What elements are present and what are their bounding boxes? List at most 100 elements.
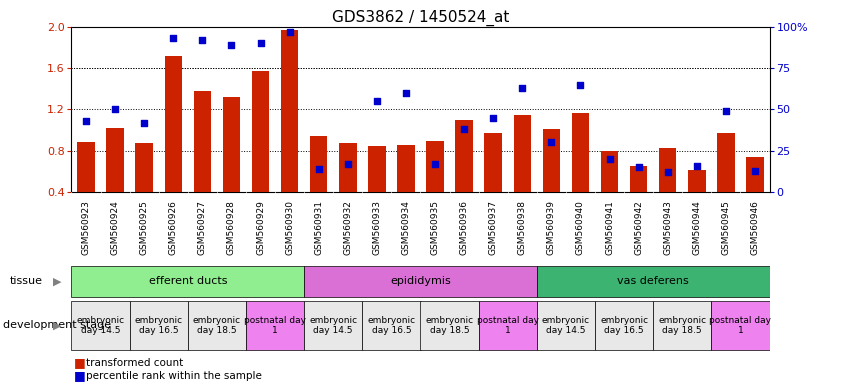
Bar [479,301,537,350]
Text: postnatal day
1: postnatal day 1 [244,316,306,335]
Text: GSM560935: GSM560935 [431,200,440,255]
Text: GSM560924: GSM560924 [111,200,119,255]
Text: GSM560942: GSM560942 [634,200,643,255]
Text: embryonic
day 18.5: embryonic day 18.5 [193,316,241,335]
Text: embryonic
day 14.5: embryonic day 14.5 [309,316,357,335]
Point [603,156,616,162]
Bar [484,133,502,192]
Point [341,161,355,167]
Point [283,29,296,35]
Text: postnatal day
1: postnatal day 1 [477,316,539,335]
Text: embryonic
day 18.5: embryonic day 18.5 [426,316,473,335]
Bar [514,114,531,192]
Bar [310,136,327,192]
Text: GSM560933: GSM560933 [373,200,381,255]
Bar [135,144,153,192]
Bar [71,266,304,297]
Point [225,42,238,48]
Text: ▶: ▶ [53,320,61,331]
Point [254,40,267,46]
Bar [71,301,130,350]
Bar [537,301,595,350]
Text: embryonic
day 16.5: embryonic day 16.5 [600,316,648,335]
Point [399,90,413,96]
Bar [659,147,676,192]
Point [370,98,383,104]
Point [79,118,93,124]
Text: tissue: tissue [10,276,43,286]
Bar [77,142,95,192]
Bar [420,301,479,350]
Text: embryonic
day 16.5: embryonic day 16.5 [368,316,415,335]
Text: GSM560943: GSM560943 [664,200,672,255]
Bar [746,157,764,192]
Text: GSM560932: GSM560932 [343,200,352,255]
Bar [455,120,473,192]
Point [661,169,674,175]
Point [108,106,122,113]
Bar [600,151,618,192]
Bar [397,144,415,192]
Bar [165,56,182,192]
Point [719,108,733,114]
Bar [339,144,357,192]
Text: GSM560929: GSM560929 [256,200,265,255]
Bar [223,97,241,192]
Point [632,164,645,170]
Text: GSM560928: GSM560928 [227,200,236,255]
Text: vas deferens: vas deferens [617,276,689,286]
Point [137,119,151,126]
Text: ■: ■ [74,369,86,382]
Bar [106,128,124,192]
Text: GSM560936: GSM560936 [460,200,468,255]
Bar [711,301,770,350]
Text: GSM560938: GSM560938 [518,200,526,255]
Point [312,166,325,172]
Text: GSM560931: GSM560931 [315,200,323,255]
Point [748,167,762,174]
Text: ■: ■ [74,356,86,369]
Bar [653,301,711,350]
Point [516,85,529,91]
Text: embryonic
day 14.5: embryonic day 14.5 [542,316,590,335]
Bar [362,301,420,350]
Text: GSM560937: GSM560937 [489,200,498,255]
Text: transformed count: transformed count [86,358,183,368]
Bar [542,129,560,192]
Bar [537,266,770,297]
Text: embryonic
day 16.5: embryonic day 16.5 [135,316,182,335]
Point [545,139,558,146]
Text: GSM560941: GSM560941 [605,200,614,255]
Bar [688,170,706,192]
Text: GSM560939: GSM560939 [547,200,556,255]
Text: GSM560934: GSM560934 [401,200,410,255]
Point [428,161,442,167]
Bar [304,266,537,297]
Bar [193,91,211,192]
Text: GSM560945: GSM560945 [722,200,730,255]
Text: percentile rank within the sample: percentile rank within the sample [86,371,262,381]
Text: GSM560944: GSM560944 [692,200,701,255]
Bar [595,301,653,350]
Point [690,162,704,169]
Text: postnatal day
1: postnatal day 1 [710,316,771,335]
Bar [630,166,648,192]
Text: GSM560925: GSM560925 [140,200,149,255]
Text: epididymis: epididymis [390,276,451,286]
Text: development stage: development stage [3,320,111,331]
Text: GSM560946: GSM560946 [750,200,759,255]
Bar [368,146,385,192]
Text: GSM560923: GSM560923 [82,200,91,255]
Bar [717,133,734,192]
Bar [130,301,188,350]
Text: efferent ducts: efferent ducts [149,276,227,286]
Text: GDS3862 / 1450524_at: GDS3862 / 1450524_at [332,10,509,26]
Text: GSM560927: GSM560927 [198,200,207,255]
Bar [188,301,246,350]
Bar [281,30,299,192]
Point [458,126,471,132]
Point [196,37,209,43]
Text: GSM560926: GSM560926 [169,200,177,255]
Bar [426,141,444,192]
Text: embryonic
day 14.5: embryonic day 14.5 [77,316,124,335]
